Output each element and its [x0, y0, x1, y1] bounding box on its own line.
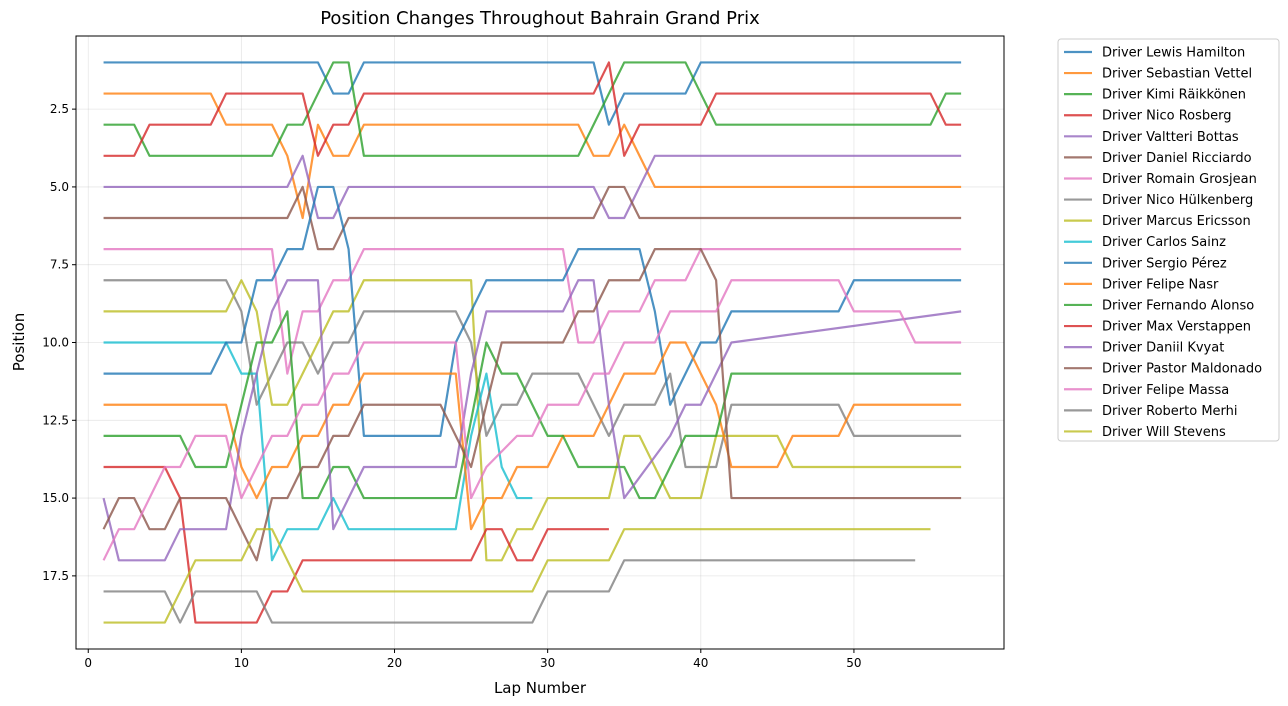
y-tick-label: 10.0 [42, 336, 69, 350]
legend-label: Driver Felipe Massa [1102, 383, 1229, 398]
legend-label: Driver Daniil Kvyat [1102, 341, 1224, 356]
y-tick-label: 7.5 [50, 258, 69, 272]
legend-label: Driver Max Verstappen [1102, 320, 1251, 335]
legend-label: Driver Marcus Ericsson [1102, 214, 1251, 229]
series-line-5 [103, 154, 962, 220]
x-axis-ticks: 0 10 20 30 40 50 [84, 649, 862, 670]
legend-label: Driver Will Stevens [1102, 425, 1226, 440]
y-tick-label: 17.5 [42, 569, 69, 583]
chart-title: Position Changes Throughout Bahrain Gran… [320, 8, 760, 29]
series-line-10 [103, 341, 533, 562]
legend-label: Driver Valtteri Bottas [1102, 130, 1239, 145]
legend-label: Driver Fernando Alonso [1102, 298, 1254, 313]
y-tick-label: 15.0 [42, 491, 69, 505]
y-tick-label: 2.5 [50, 102, 69, 116]
y-tick-label: 5.0 [50, 180, 69, 194]
series-line-1 [103, 61, 962, 126]
series-line-12 [103, 341, 962, 531]
series-line-9 [103, 279, 962, 562]
series-line-2 [103, 92, 962, 220]
series-line-6 [103, 185, 962, 251]
legend-frame [1057, 38, 1280, 442]
legend-label: Driver Roberto Merhi [1102, 404, 1238, 419]
legend-label: Driver Nico Hülkenberg [1102, 193, 1253, 208]
y-axis-ticks: 2.5 5.0 7.5 10.0 12.5 15.0 17.5 [42, 102, 76, 583]
legend-label: Driver Daniel Ricciardo [1102, 151, 1252, 166]
legend-label: Driver Sergio Pérez [1102, 256, 1227, 271]
series-line-13 [103, 310, 962, 500]
legend-label: Driver Felipe Nasr [1102, 277, 1219, 292]
legend-label: Driver Lewis Hamilton [1102, 46, 1245, 61]
series-line-7 [103, 248, 962, 375]
legend: Driver Lewis Hamilton Driver Sebastian Ve… [1057, 38, 1280, 442]
y-axis-label: Position [10, 313, 28, 371]
series-line-19 [103, 528, 931, 624]
x-tick-label: 10 [234, 656, 249, 670]
series-line-14 [103, 465, 609, 624]
legend-label: Driver Nico Rosberg [1102, 109, 1232, 124]
series-line-17 [102, 279, 962, 561]
x-tick-label: 20 [387, 656, 402, 670]
x-axis-label: Lap Number [494, 679, 587, 697]
series-line-11 [103, 185, 962, 437]
x-tick-label: 30 [540, 656, 555, 670]
y-tick-label: 12.5 [42, 413, 69, 427]
x-tick-label: 50 [846, 656, 861, 670]
series-line-16 [102, 248, 962, 562]
series-line-18 [103, 559, 916, 624]
legend-label: Driver Romain Grosjean [1102, 172, 1257, 187]
x-tick-label: 40 [693, 656, 708, 670]
legend-label: Driver Sebastian Vettel [1102, 67, 1252, 82]
series-line-15 [102, 279, 962, 562]
legend-label: Driver Kimi Räikkönen [1102, 88, 1246, 103]
series-lines [102, 61, 962, 624]
series-line-4 [103, 61, 962, 157]
legend-label: Driver Carlos Sainz [1102, 235, 1226, 250]
legend-label: Driver Pastor Maldonado [1102, 362, 1262, 377]
x-tick-label: 0 [84, 656, 92, 670]
